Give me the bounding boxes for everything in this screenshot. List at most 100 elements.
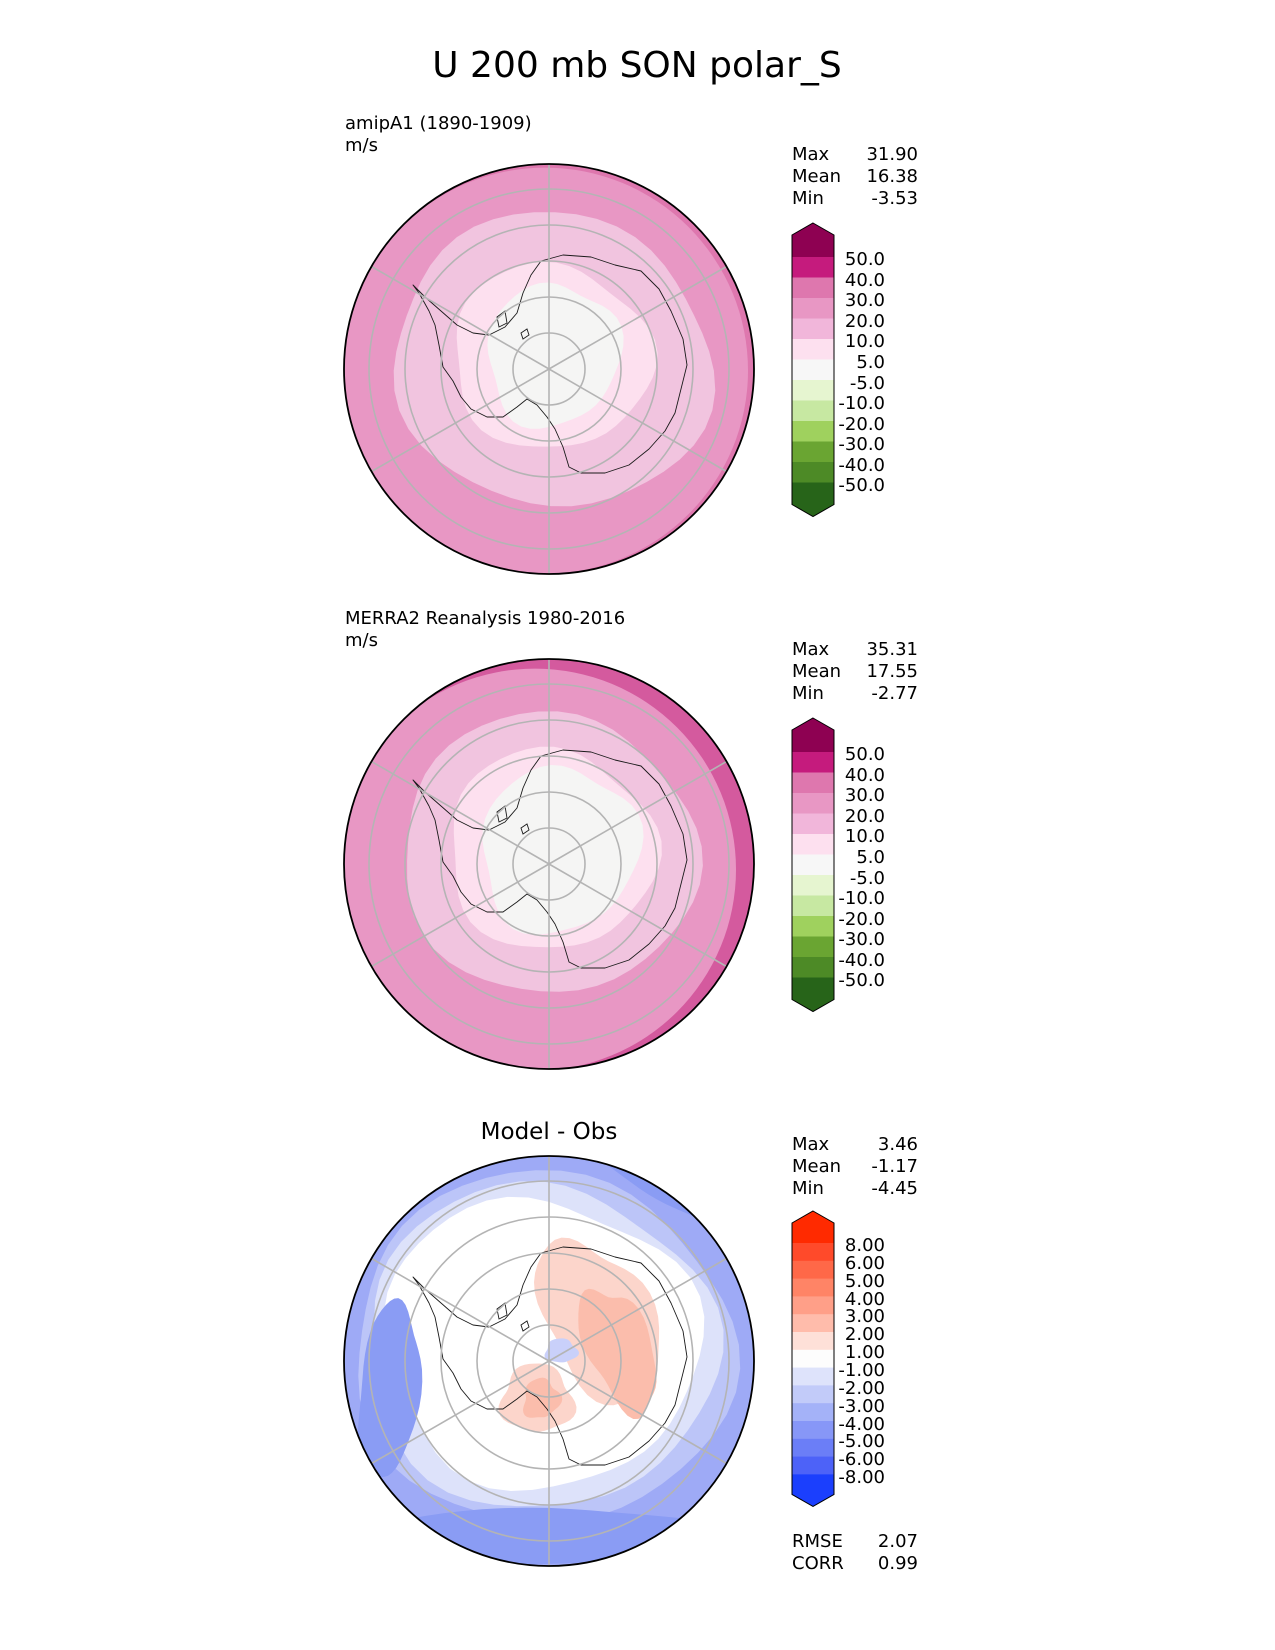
coastline-antarctica: [412, 254, 688, 474]
colorbar-extend-max: [792, 1211, 834, 1243]
stat-value: -1.17: [871, 1156, 918, 1177]
stat-value: -2.77: [871, 683, 918, 704]
colorbar-tick-label: -1.00: [838, 1360, 885, 1381]
stat-label: Max: [792, 144, 830, 165]
stat-label: Max: [792, 639, 830, 660]
colorbar-tick-label: 8.00: [845, 1235, 885, 1256]
graticule: [368, 659, 730, 1069]
colorbar-segment: [792, 441, 834, 463]
stat-label: Max: [792, 1134, 830, 1155]
metric-label: CORR: [792, 1553, 844, 1574]
colorbar-tick-label: -50.0: [838, 970, 885, 991]
colorbar-tick-label: 2.00: [845, 1324, 885, 1345]
colorbar-tick-labels: 50.0 40.0 30.0 20.0 10.0 5.0 -5.0 -10.0 …: [838, 744, 885, 991]
colorbar-segment: [792, 400, 834, 422]
stat-value: -4.45: [871, 1178, 918, 1199]
colorbar: 8.00 6.00 5.00 4.00 3.00 2.00 1.00 -1.00…: [791, 1210, 885, 1507]
colorbar-segment: [792, 1278, 834, 1297]
meridian-line: [548, 265, 727, 370]
stat-label: Min: [792, 683, 824, 704]
colorbar-segment: [792, 1260, 834, 1279]
coastline-antarctica: [412, 749, 688, 969]
colorbar-tick-label: -50.0: [838, 475, 885, 496]
panel-model: amipA1 (1890-1909) m/s Max 31.90 Mean 16…: [343, 113, 918, 575]
colorbar-tick-label: -8.00: [838, 1467, 885, 1488]
colorbar-tick-labels: 50.0 40.0 30.0 20.0 10.0 5.0 -5.0 -10.0 …: [838, 249, 885, 496]
stat-value: 17.55: [866, 661, 918, 682]
stat-label: Min: [792, 188, 824, 209]
colorbar-tick-label: 30.0: [845, 785, 885, 806]
colorbar-segment: [792, 1385, 834, 1404]
colorbar-tick-label: -6.00: [838, 1449, 885, 1470]
colorbar-tick-label: 5.0: [856, 352, 885, 373]
colorbar-segment: [792, 1349, 834, 1368]
colorbar-tick-label: 20.0: [845, 311, 885, 332]
colorbar: 50.0 40.0 30.0 20.0 10.0 5.0 -5.0 -10.0 …: [791, 222, 885, 518]
colorbar-segment: [792, 793, 834, 814]
meridian-line: [371, 368, 550, 473]
graticule: [368, 1156, 730, 1566]
colorbar-segment: [792, 1456, 834, 1475]
colorbar-tick-label: 40.0: [845, 270, 885, 291]
panel-title: Model - Obs: [481, 1119, 618, 1145]
stat-value: 3.46: [878, 1134, 918, 1155]
stat-label: Mean: [792, 661, 841, 682]
colorbar-extend-max: [792, 223, 834, 257]
colorbar-segment: [792, 916, 834, 937]
meridian-line: [371, 1360, 550, 1465]
stats-block: Max 31.90 Mean 16.38 Min -3.53: [792, 144, 918, 209]
stats-block: Max 35.31 Mean 17.55 Min -2.77: [792, 639, 918, 704]
colorbar-segment: [792, 359, 834, 381]
colorbar-segment: [792, 772, 834, 794]
colorbar-segment: [792, 813, 834, 835]
coastline: [412, 254, 688, 474]
meridian-line: [548, 1257, 727, 1362]
map-boundary: [343, 163, 755, 575]
colorbar-tick-label: 10.0: [845, 331, 885, 352]
colorbar-segment: [792, 895, 834, 917]
panel-units: m/s: [345, 135, 378, 156]
colorbar-segment: [792, 1438, 834, 1457]
meridian-line: [548, 863, 727, 968]
colorbar-tick-label: -30.0: [838, 929, 885, 950]
colorbar-segment: [792, 1332, 834, 1351]
colorbar-tick-label: -20.0: [838, 909, 885, 930]
colorbar-segment: [792, 380, 834, 401]
meridian-line: [371, 1257, 550, 1362]
coastline-island: [520, 328, 530, 340]
metrics-block: RMSE 2.07 CORR 0.99: [792, 1531, 918, 1574]
colorbar-tick-label: -30.0: [838, 434, 885, 455]
colorbar-tick-labels: 8.00 6.00 5.00 4.00 3.00 2.00 1.00 -1.00…: [838, 1235, 885, 1488]
colorbar-segment: [792, 834, 834, 855]
colorbar-segment: [792, 318, 834, 340]
field-band: [482, 765, 644, 935]
colorbar-segment: [792, 1403, 834, 1422]
field-anomaly: [544, 1338, 579, 1363]
colorbar-tick-label: 3.00: [845, 1306, 885, 1327]
colorbar-segment: [792, 1296, 834, 1315]
coastline-island: [496, 310, 508, 328]
figure-title: U 200 mb SON polar_S: [432, 45, 841, 86]
colorbar-segment: [792, 298, 834, 319]
colorbar-segment: [792, 957, 834, 978]
metric-label: RMSE: [792, 1531, 843, 1552]
colorbar-segment: [792, 1243, 834, 1262]
colorbar-tick-label: -5.0: [850, 373, 885, 394]
polar-map: [343, 1155, 755, 1567]
meridian-line: [548, 368, 727, 473]
coastline-island: [520, 823, 530, 835]
colorbar-tick-label: 4.00: [845, 1289, 885, 1310]
coastline: [412, 749, 688, 969]
panel-obs: MERRA2 Reanalysis 1980-2016 m/s Max 35.3…: [343, 608, 918, 1070]
meridian-line: [371, 863, 550, 968]
coastline-island: [496, 805, 508, 823]
colorbar-tick-label: -5.00: [838, 1431, 885, 1452]
meridian-line: [548, 1360, 727, 1465]
coastline-antarctica: [412, 1246, 688, 1466]
map-boundary: [343, 658, 755, 1070]
colorbar-tick-label: -3.00: [838, 1396, 885, 1417]
colorbar-tick-label: -2.00: [838, 1378, 885, 1399]
stat-value: 31.90: [866, 144, 918, 165]
metric-value: 0.99: [878, 1553, 918, 1574]
colorbar-tick-label: 50.0: [845, 249, 885, 270]
